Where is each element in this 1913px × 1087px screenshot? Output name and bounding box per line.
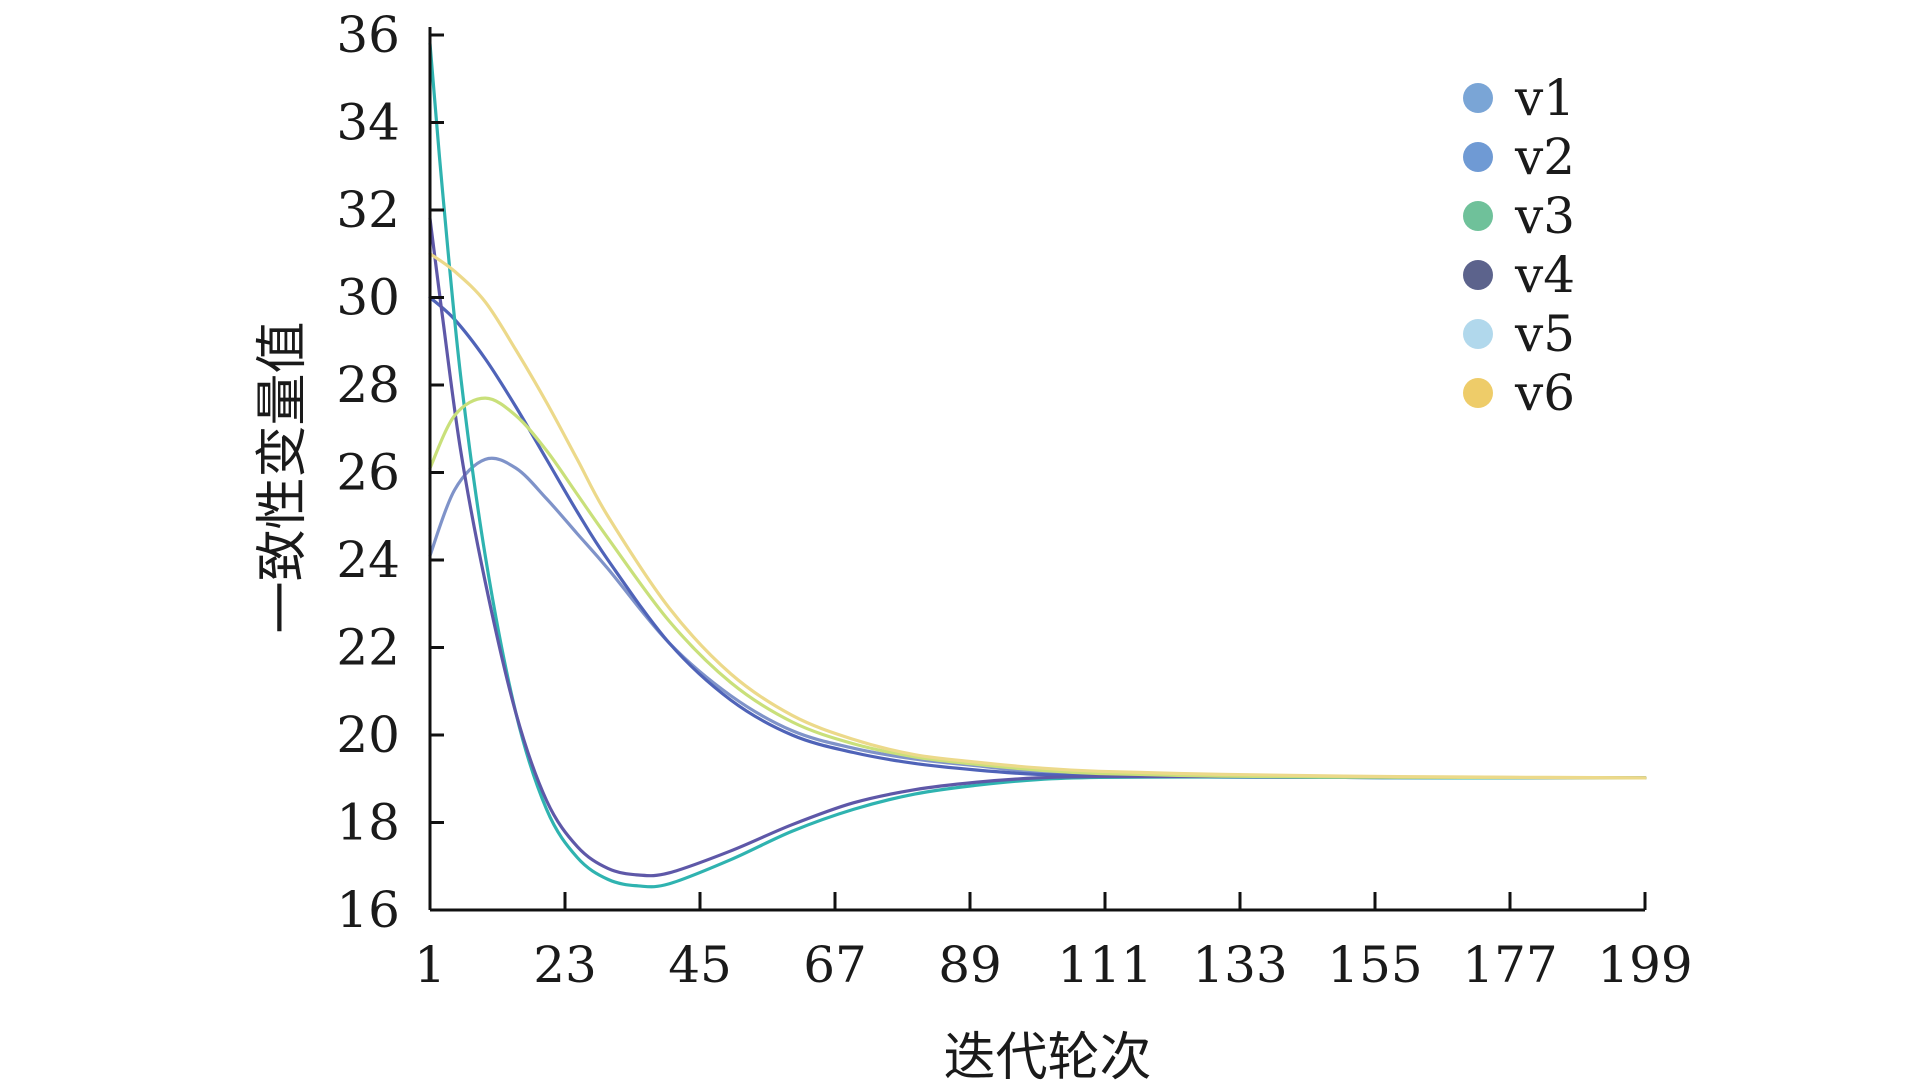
- y-tick-label: 34: [336, 94, 400, 152]
- legend-marker-v3: [1463, 201, 1493, 231]
- x-tick-label: 111: [1057, 936, 1152, 994]
- series-line-v5: [428, 396, 1647, 780]
- x-tick-label: 45: [668, 936, 732, 994]
- series-line-v1: [428, 456, 1647, 780]
- legend-label-v4: v4: [1514, 246, 1575, 304]
- legend-label-v3: v3: [1514, 187, 1575, 245]
- x-tick-label: 133: [1192, 936, 1287, 994]
- legend-label-v6: v6: [1514, 364, 1575, 422]
- series-line-v2: [428, 295, 1647, 780]
- axes-layer: [428, 27, 1645, 912]
- x-tick-label: 155: [1327, 936, 1422, 994]
- y-tick-label: 18: [336, 794, 400, 852]
- series-line-v3: [428, 42, 1647, 889]
- x-tick-label: 89: [938, 936, 1002, 994]
- legend-label-v1: v1: [1514, 69, 1575, 127]
- ticks-layer: 1 23 45 67 89 111 133 155 177 199 16 18 20 22 24 26 28 30…: [336, 6, 1692, 994]
- legend-marker-v2: [1463, 142, 1493, 172]
- y-tick-label: 26: [336, 444, 400, 502]
- x-tick-label: 199: [1597, 936, 1692, 994]
- legend-label-v5: v5: [1514, 305, 1575, 363]
- series-line-v6: [428, 252, 1647, 780]
- y-tick-label: 20: [336, 706, 400, 764]
- x-tick-label: 67: [803, 936, 867, 994]
- y-tick-label: 30: [336, 269, 400, 327]
- y-tick-label: 22: [336, 619, 400, 677]
- y-axis-title: 一致性变量值: [253, 321, 313, 633]
- legend-label-v2: v2: [1514, 128, 1575, 186]
- legend-marker-v6: [1463, 378, 1493, 408]
- legend-marker-v4: [1463, 260, 1493, 290]
- series-layer: [428, 42, 1647, 889]
- x-tick-label: 177: [1462, 936, 1557, 994]
- x-tick-label: 1: [414, 936, 446, 994]
- x-tick-label: 23: [533, 936, 597, 994]
- y-tick-label: 36: [336, 6, 400, 64]
- legend-marker-v1: [1463, 83, 1493, 113]
- y-tick-label: 16: [336, 881, 400, 939]
- x-axis-title: 迭代轮次: [943, 1028, 1151, 1087]
- y-tick-label: 32: [336, 181, 400, 239]
- y-tick-label: 24: [336, 531, 400, 589]
- y-tick-label: 28: [336, 356, 400, 414]
- legend-marker-v5: [1463, 319, 1493, 349]
